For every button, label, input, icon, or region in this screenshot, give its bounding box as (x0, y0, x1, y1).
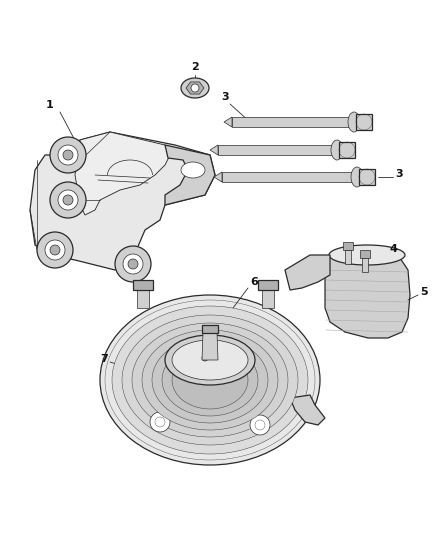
Polygon shape (218, 145, 347, 155)
Text: 1: 1 (46, 100, 54, 110)
Circle shape (128, 259, 138, 269)
Ellipse shape (172, 340, 248, 380)
Circle shape (50, 137, 86, 173)
Polygon shape (120, 395, 308, 438)
Circle shape (63, 195, 73, 205)
Circle shape (63, 150, 73, 160)
Text: 2: 2 (191, 62, 199, 72)
Circle shape (250, 415, 270, 435)
Polygon shape (202, 333, 218, 360)
Ellipse shape (115, 385, 305, 445)
Polygon shape (224, 117, 232, 127)
Polygon shape (362, 258, 368, 272)
Ellipse shape (142, 330, 278, 430)
Ellipse shape (329, 245, 405, 265)
Polygon shape (133, 280, 153, 290)
Circle shape (191, 84, 199, 92)
Ellipse shape (122, 315, 298, 445)
Text: 7: 7 (100, 354, 108, 364)
Ellipse shape (100, 295, 320, 465)
Circle shape (123, 254, 143, 274)
Polygon shape (359, 169, 375, 185)
Ellipse shape (348, 112, 360, 132)
Ellipse shape (165, 335, 255, 385)
Polygon shape (137, 290, 149, 308)
Polygon shape (345, 250, 351, 264)
Circle shape (50, 182, 86, 218)
Text: 6: 6 (250, 277, 258, 287)
Ellipse shape (351, 167, 363, 187)
Ellipse shape (181, 78, 209, 98)
Text: 4: 4 (390, 244, 398, 254)
Polygon shape (202, 325, 218, 333)
Ellipse shape (331, 140, 343, 160)
Polygon shape (222, 172, 367, 182)
Circle shape (150, 412, 170, 432)
Polygon shape (339, 142, 355, 158)
Text: 3: 3 (221, 92, 229, 102)
Polygon shape (325, 252, 410, 338)
Polygon shape (356, 114, 372, 130)
Polygon shape (75, 132, 170, 215)
Polygon shape (30, 132, 215, 270)
Polygon shape (165, 145, 215, 205)
Text: 5: 5 (420, 287, 427, 297)
Polygon shape (186, 82, 204, 94)
Circle shape (50, 245, 60, 255)
Polygon shape (290, 395, 325, 425)
Polygon shape (214, 172, 222, 182)
Circle shape (115, 246, 151, 282)
Ellipse shape (162, 344, 258, 416)
Polygon shape (360, 250, 370, 258)
Circle shape (202, 355, 208, 361)
Polygon shape (232, 117, 364, 127)
Polygon shape (343, 242, 353, 250)
Polygon shape (262, 290, 274, 308)
Ellipse shape (172, 351, 248, 409)
Circle shape (37, 232, 73, 268)
Circle shape (58, 145, 78, 165)
Circle shape (45, 240, 65, 260)
Ellipse shape (181, 162, 205, 178)
Ellipse shape (112, 306, 308, 454)
Polygon shape (258, 280, 278, 290)
Circle shape (58, 190, 78, 210)
Ellipse shape (152, 337, 268, 423)
Polygon shape (210, 145, 218, 155)
Polygon shape (285, 255, 330, 290)
Text: 3: 3 (395, 169, 403, 179)
Ellipse shape (132, 323, 288, 437)
